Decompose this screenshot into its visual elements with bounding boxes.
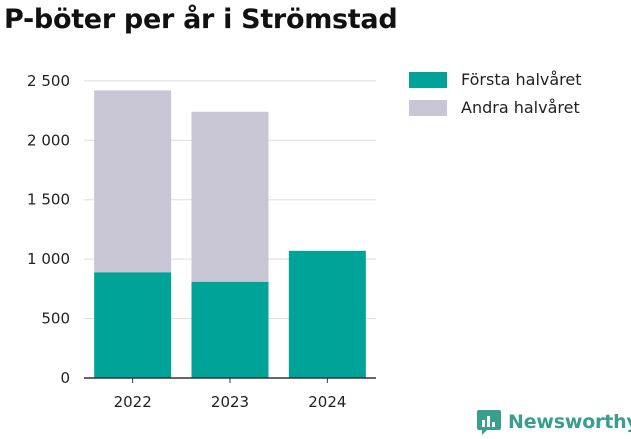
x-tick-label: 2023 (211, 393, 249, 411)
legend-swatch (409, 100, 447, 116)
chart-title: P-böter per år i Strömstad (4, 4, 398, 35)
x-tick-label: 2022 (114, 393, 152, 411)
y-tick-label: 2 500 (27, 72, 70, 90)
y-tick-label: 1 500 (27, 191, 70, 209)
x-tick-label: 2024 (308, 393, 346, 411)
legend-label: Andra halvåret (461, 98, 580, 117)
y-tick-label: 2 000 (27, 131, 70, 149)
brand-name: Newsworthy (508, 411, 631, 433)
bar-2024-series-0 (288, 250, 366, 378)
y-tick-label: 500 (41, 310, 70, 328)
legend-label: Första halvåret (461, 70, 582, 89)
bar-2023-series-0 (191, 281, 269, 378)
bars (94, 90, 366, 378)
legend-swatch (409, 72, 447, 88)
bar-chart-logo-icon (477, 410, 501, 435)
bar-2022-series-1 (94, 90, 172, 273)
bar-2023-series-1 (191, 111, 269, 282)
y-tick-label: 1 000 (27, 250, 70, 268)
bar-2022-series-0 (94, 272, 172, 378)
y-tick-label: 0 (60, 369, 70, 387)
axes: 0 500 1 000 1 500 2 000 2 500 2022 2023 2024 (27, 72, 376, 411)
brand-logo: Newsworthy (476, 408, 631, 436)
legend: Första halvåret Andra halvåret (409, 70, 582, 117)
